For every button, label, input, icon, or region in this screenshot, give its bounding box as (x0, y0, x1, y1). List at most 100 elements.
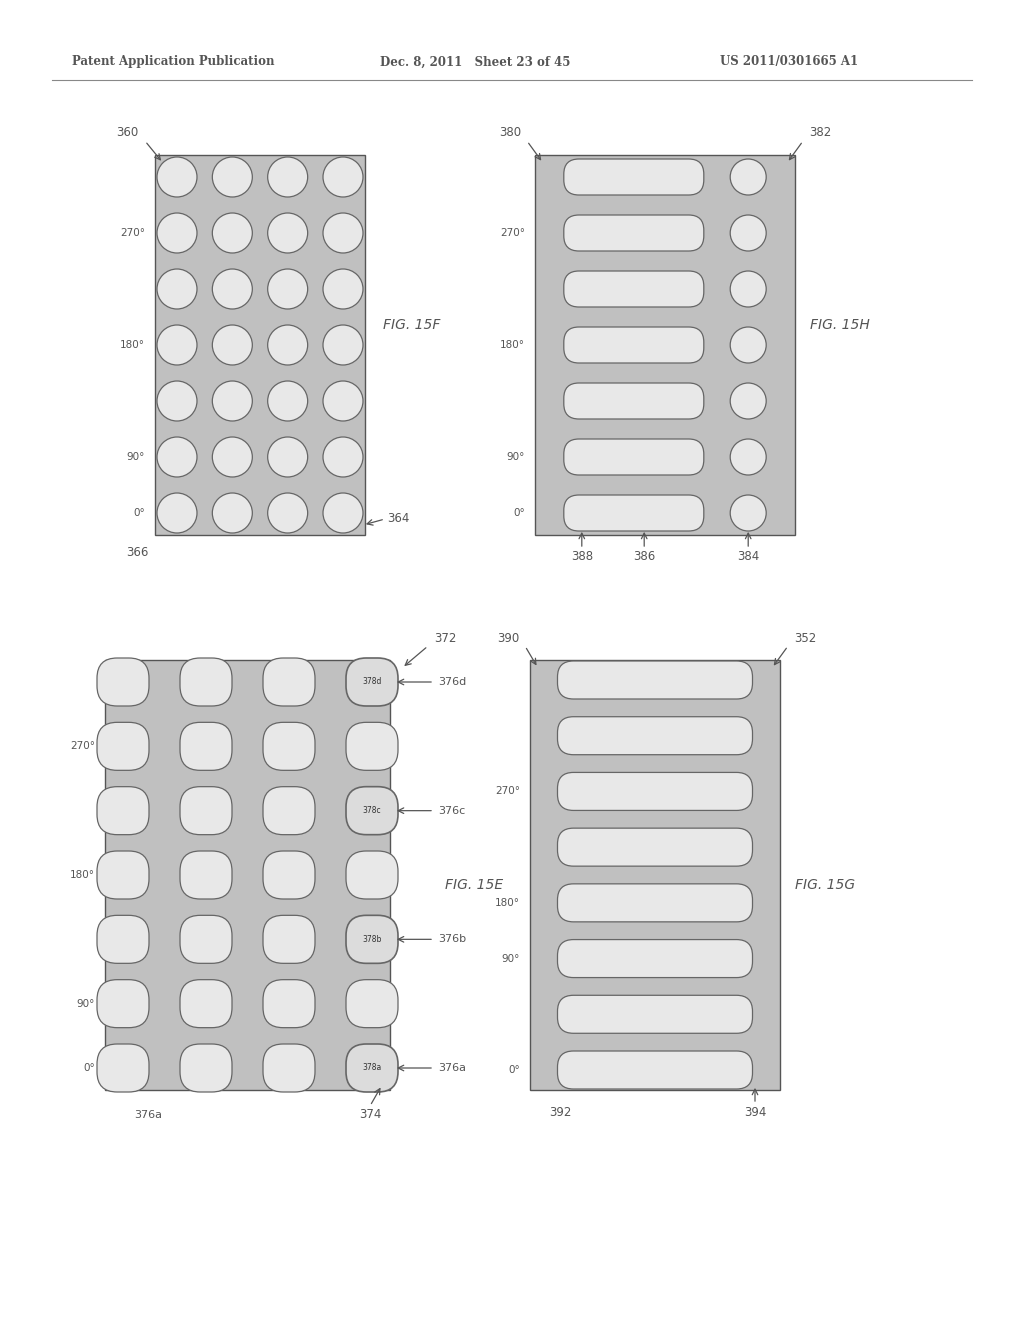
Circle shape (730, 158, 766, 195)
FancyBboxPatch shape (180, 657, 232, 706)
FancyBboxPatch shape (263, 722, 315, 771)
Circle shape (730, 215, 766, 251)
FancyBboxPatch shape (97, 915, 150, 964)
FancyBboxPatch shape (180, 1044, 232, 1092)
Text: 394: 394 (743, 1106, 766, 1118)
Circle shape (157, 325, 197, 366)
Circle shape (730, 271, 766, 308)
FancyBboxPatch shape (557, 995, 753, 1034)
Text: 390: 390 (497, 631, 519, 644)
FancyBboxPatch shape (346, 787, 398, 834)
FancyBboxPatch shape (263, 979, 315, 1028)
Text: 378a: 378a (362, 1064, 382, 1072)
FancyBboxPatch shape (564, 383, 703, 418)
FancyBboxPatch shape (180, 851, 232, 899)
FancyBboxPatch shape (346, 722, 398, 771)
Circle shape (212, 269, 252, 309)
Text: 270°: 270° (70, 742, 95, 751)
Circle shape (157, 437, 197, 477)
Text: 378d: 378d (362, 677, 382, 686)
Circle shape (323, 492, 362, 533)
Text: 388: 388 (570, 550, 593, 564)
FancyBboxPatch shape (557, 940, 753, 978)
Text: 378b: 378b (362, 935, 382, 944)
Text: 90°: 90° (127, 451, 145, 462)
Circle shape (267, 269, 307, 309)
Circle shape (730, 440, 766, 475)
Text: 360: 360 (116, 127, 138, 140)
Text: 384: 384 (737, 550, 760, 564)
Text: 372: 372 (434, 631, 456, 644)
FancyBboxPatch shape (557, 717, 753, 755)
FancyBboxPatch shape (263, 657, 315, 706)
Circle shape (323, 437, 362, 477)
Text: 392: 392 (549, 1106, 571, 1118)
FancyBboxPatch shape (564, 440, 703, 475)
Text: 90°: 90° (77, 999, 95, 1008)
FancyBboxPatch shape (263, 851, 315, 899)
Circle shape (323, 213, 362, 253)
Text: 352: 352 (794, 631, 816, 644)
Text: FIG. 15H: FIG. 15H (810, 318, 869, 333)
FancyBboxPatch shape (180, 787, 232, 834)
FancyBboxPatch shape (180, 979, 232, 1028)
Text: 376b: 376b (438, 935, 466, 944)
Circle shape (267, 213, 307, 253)
Text: 364: 364 (387, 512, 410, 525)
Text: 376a: 376a (438, 1063, 466, 1073)
Circle shape (157, 213, 197, 253)
FancyBboxPatch shape (346, 979, 398, 1028)
Circle shape (323, 157, 362, 197)
Text: 270°: 270° (120, 228, 145, 238)
Circle shape (157, 381, 197, 421)
Text: 386: 386 (633, 550, 655, 564)
Text: 0°: 0° (513, 508, 525, 517)
FancyBboxPatch shape (557, 828, 753, 866)
Bar (535, 154, 795, 535)
FancyBboxPatch shape (346, 1044, 398, 1092)
Text: FIG. 15F: FIG. 15F (383, 318, 440, 333)
FancyBboxPatch shape (564, 158, 703, 195)
Bar (155, 154, 365, 535)
Circle shape (212, 213, 252, 253)
FancyBboxPatch shape (180, 915, 232, 964)
Text: 180°: 180° (120, 341, 145, 350)
FancyBboxPatch shape (97, 657, 150, 706)
FancyBboxPatch shape (564, 327, 703, 363)
Circle shape (267, 437, 307, 477)
FancyBboxPatch shape (97, 722, 150, 771)
Text: 0°: 0° (133, 508, 145, 517)
Bar (105, 660, 390, 1090)
Circle shape (157, 269, 197, 309)
Text: FIG. 15G: FIG. 15G (795, 878, 855, 892)
Circle shape (212, 381, 252, 421)
Circle shape (267, 381, 307, 421)
Text: 180°: 180° (495, 898, 520, 908)
FancyBboxPatch shape (564, 495, 703, 531)
FancyBboxPatch shape (263, 915, 315, 964)
Text: US 2011/0301665 A1: US 2011/0301665 A1 (720, 55, 858, 69)
FancyBboxPatch shape (97, 787, 150, 834)
FancyBboxPatch shape (346, 851, 398, 899)
FancyBboxPatch shape (557, 661, 753, 700)
Text: 180°: 180° (500, 341, 525, 350)
Circle shape (157, 492, 197, 533)
FancyBboxPatch shape (346, 915, 398, 964)
Circle shape (212, 325, 252, 366)
Circle shape (323, 381, 362, 421)
Text: 376c: 376c (438, 805, 465, 816)
Circle shape (730, 495, 766, 531)
Text: 0°: 0° (83, 1063, 95, 1073)
Bar (530, 660, 780, 1090)
FancyBboxPatch shape (97, 1044, 150, 1092)
Text: 0°: 0° (508, 1065, 520, 1074)
Circle shape (730, 383, 766, 418)
Text: Patent Application Publication: Patent Application Publication (72, 55, 274, 69)
Text: 378c: 378c (362, 807, 381, 816)
Circle shape (267, 492, 307, 533)
Text: 90°: 90° (507, 451, 525, 462)
FancyBboxPatch shape (557, 1051, 753, 1089)
Text: 380: 380 (499, 127, 521, 140)
FancyBboxPatch shape (180, 722, 232, 771)
Circle shape (730, 327, 766, 363)
